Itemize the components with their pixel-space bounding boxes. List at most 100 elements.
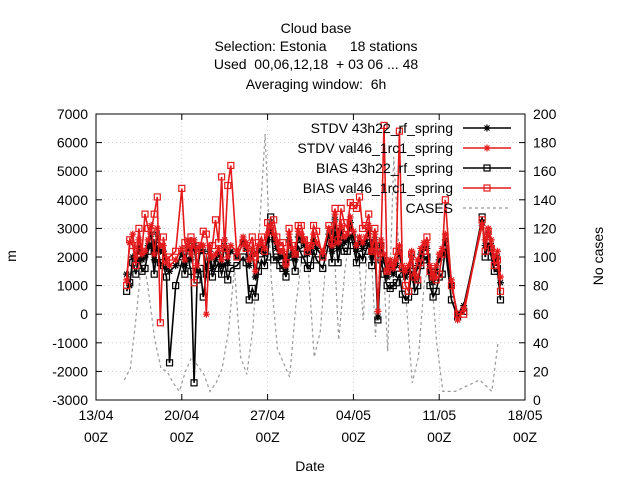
legend-marker-3: [483, 184, 491, 192]
point-2-82: [392, 279, 400, 287]
point-0-64: [337, 227, 345, 235]
point-0-81: [389, 270, 397, 278]
point-3-10: [153, 193, 161, 201]
point-3-54: [300, 236, 308, 244]
point-1-42: [264, 230, 272, 238]
point-2-6: [141, 264, 149, 273]
point-1-67: [346, 213, 354, 221]
point-3-15: [172, 247, 180, 255]
point-3-18: [184, 244, 192, 253]
point-2-66: [343, 247, 351, 255]
point-3-81: [389, 259, 397, 267]
y2-tick-label-1: 20: [533, 363, 549, 379]
point-0-61: [328, 247, 336, 255]
point-1-59: [319, 247, 327, 255]
point-2-31: [224, 276, 232, 284]
point-3-64: [337, 204, 345, 212]
point-0-15: [172, 262, 180, 270]
point-3-104: [484, 227, 492, 235]
point-1-76: [374, 307, 382, 315]
point-1-32: [227, 242, 235, 250]
point-3-107: [493, 256, 502, 264]
point-1-58: [313, 239, 321, 247]
point-3-19: [187, 233, 195, 241]
chart-title: Cloud base Selection: Estonia 18 station…: [214, 20, 419, 92]
x-tick-sublabel-2: 00Z: [256, 429, 281, 445]
point-3-108: [496, 287, 505, 295]
point-3-44: [270, 216, 278, 224]
point-1-14: [166, 262, 174, 270]
point-1-29: [218, 256, 226, 264]
point-3-41: [260, 247, 269, 255]
y2-tick-label-9: 180: [533, 135, 557, 151]
point-3-63: [334, 236, 342, 244]
point-2-37: [248, 284, 256, 293]
point-3-60: [325, 221, 333, 230]
point-0-16: [178, 250, 186, 258]
point-0-60: [325, 230, 333, 238]
point-3-102: [478, 216, 486, 224]
y-tick-label-6: 3000: [57, 220, 88, 236]
y2-tick-label-2: 40: [533, 335, 549, 351]
point-3-92: [423, 233, 431, 241]
point-3-86: [404, 287, 413, 295]
y2-tick-label-0: 0: [533, 392, 541, 408]
point-3-77: [377, 241, 385, 250]
point-1-83: [395, 242, 403, 250]
point-3-90: [417, 259, 425, 267]
point-3-82: [392, 247, 400, 255]
x-tick-sublabel-0: 00Z: [84, 429, 109, 445]
point-0-38: [251, 273, 259, 281]
point-2-56: [306, 261, 315, 270]
point-3-87: [408, 250, 416, 258]
point-1-24: [202, 310, 210, 318]
title-line-1: Cloud base: [281, 20, 352, 36]
point-0-6: [141, 253, 149, 261]
point-0-9: [150, 256, 158, 264]
point-0-47: [279, 253, 287, 261]
series-3: [123, 121, 505, 327]
series-group: [123, 121, 505, 393]
x-tick-sublabel-3: 00Z: [341, 429, 366, 445]
point-3-36: [245, 241, 253, 250]
point-1-107: [493, 247, 501, 255]
point-3-20: [190, 279, 198, 287]
point-3-75: [371, 224, 379, 232]
point-3-38: [251, 253, 259, 261]
point-3-3: [132, 261, 140, 270]
point-3-97: [438, 250, 446, 258]
point-0-66: [343, 236, 351, 244]
point-1-27: [212, 250, 220, 258]
point-1-101: [460, 304, 468, 312]
point-1-100: [454, 316, 462, 324]
point-3-91: [420, 247, 428, 255]
y-tick-label-4: 1000: [57, 278, 88, 294]
point-1-86: [405, 262, 413, 270]
y2-tick-label-4: 80: [533, 278, 549, 294]
point-0-32: [227, 247, 235, 255]
point-3-58: [313, 227, 321, 235]
point-3-51: [291, 250, 299, 258]
point-1-65: [340, 233, 348, 241]
point-1-7: [144, 236, 152, 244]
point-0-54: [300, 242, 308, 250]
point-2-74: [368, 261, 376, 270]
point-2-71: [358, 256, 367, 264]
y2-tick-label-5: 100: [533, 249, 557, 265]
point-3-70: [355, 193, 364, 201]
point-3-28: [214, 239, 223, 247]
point-2-41: [260, 261, 269, 270]
point-3-83: [395, 127, 403, 135]
point-0-85: [401, 273, 409, 281]
point-1-103: [481, 236, 489, 244]
point-0-63: [334, 244, 342, 252]
point-3-89: [414, 276, 422, 284]
point-1-105: [487, 236, 495, 244]
point-3-5: [138, 247, 146, 255]
y-tick-label-10: 7000: [57, 106, 88, 122]
point-1-95: [432, 262, 440, 270]
point-3-11: [156, 319, 164, 327]
y2-tick-label-6: 120: [533, 220, 557, 236]
